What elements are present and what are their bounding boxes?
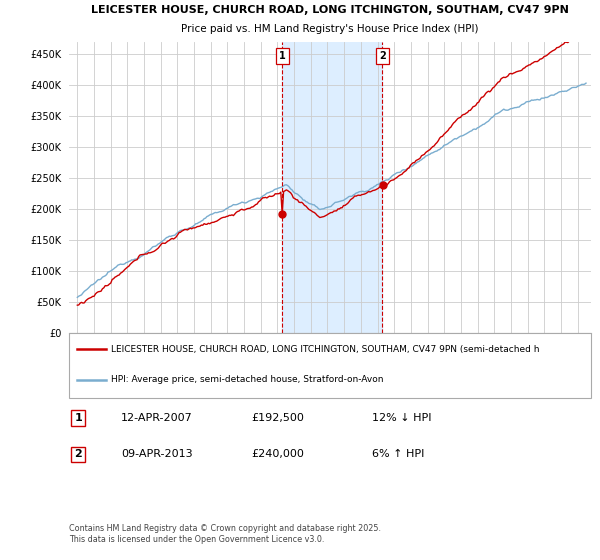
Text: LEICESTER HOUSE, CHURCH ROAD, LONG ITCHINGTON, SOUTHAM, CV47 9PN (semi-detached : LEICESTER HOUSE, CHURCH ROAD, LONG ITCHI… [111, 345, 539, 354]
FancyBboxPatch shape [69, 333, 591, 398]
Text: 09-APR-2013: 09-APR-2013 [121, 449, 193, 459]
Text: Price paid vs. HM Land Registry's House Price Index (HPI): Price paid vs. HM Land Registry's House … [181, 25, 479, 34]
Text: 12-APR-2007: 12-APR-2007 [121, 413, 193, 423]
Text: £240,000: £240,000 [252, 449, 305, 459]
Text: Contains HM Land Registry data © Crown copyright and database right 2025.
This d: Contains HM Land Registry data © Crown c… [69, 524, 381, 544]
Bar [283, 42, 382, 333]
Text: £192,500: £192,500 [252, 413, 305, 423]
Text: 2: 2 [74, 449, 82, 459]
Text: 1: 1 [279, 52, 286, 61]
Text: 6% ↑ HPI: 6% ↑ HPI [372, 449, 424, 459]
Text: HPI: Average price, semi-detached house, Stratford-on-Avon: HPI: Average price, semi-detached house,… [111, 375, 383, 384]
Text: LEICESTER HOUSE, CHURCH ROAD, LONG ITCHINGTON, SOUTHAM, CV47 9PN: LEICESTER HOUSE, CHURCH ROAD, LONG ITCHI… [91, 5, 569, 15]
Text: 2: 2 [379, 52, 386, 61]
Text: 1: 1 [74, 413, 82, 423]
Text: 12% ↓ HPI: 12% ↓ HPI [372, 413, 431, 423]
